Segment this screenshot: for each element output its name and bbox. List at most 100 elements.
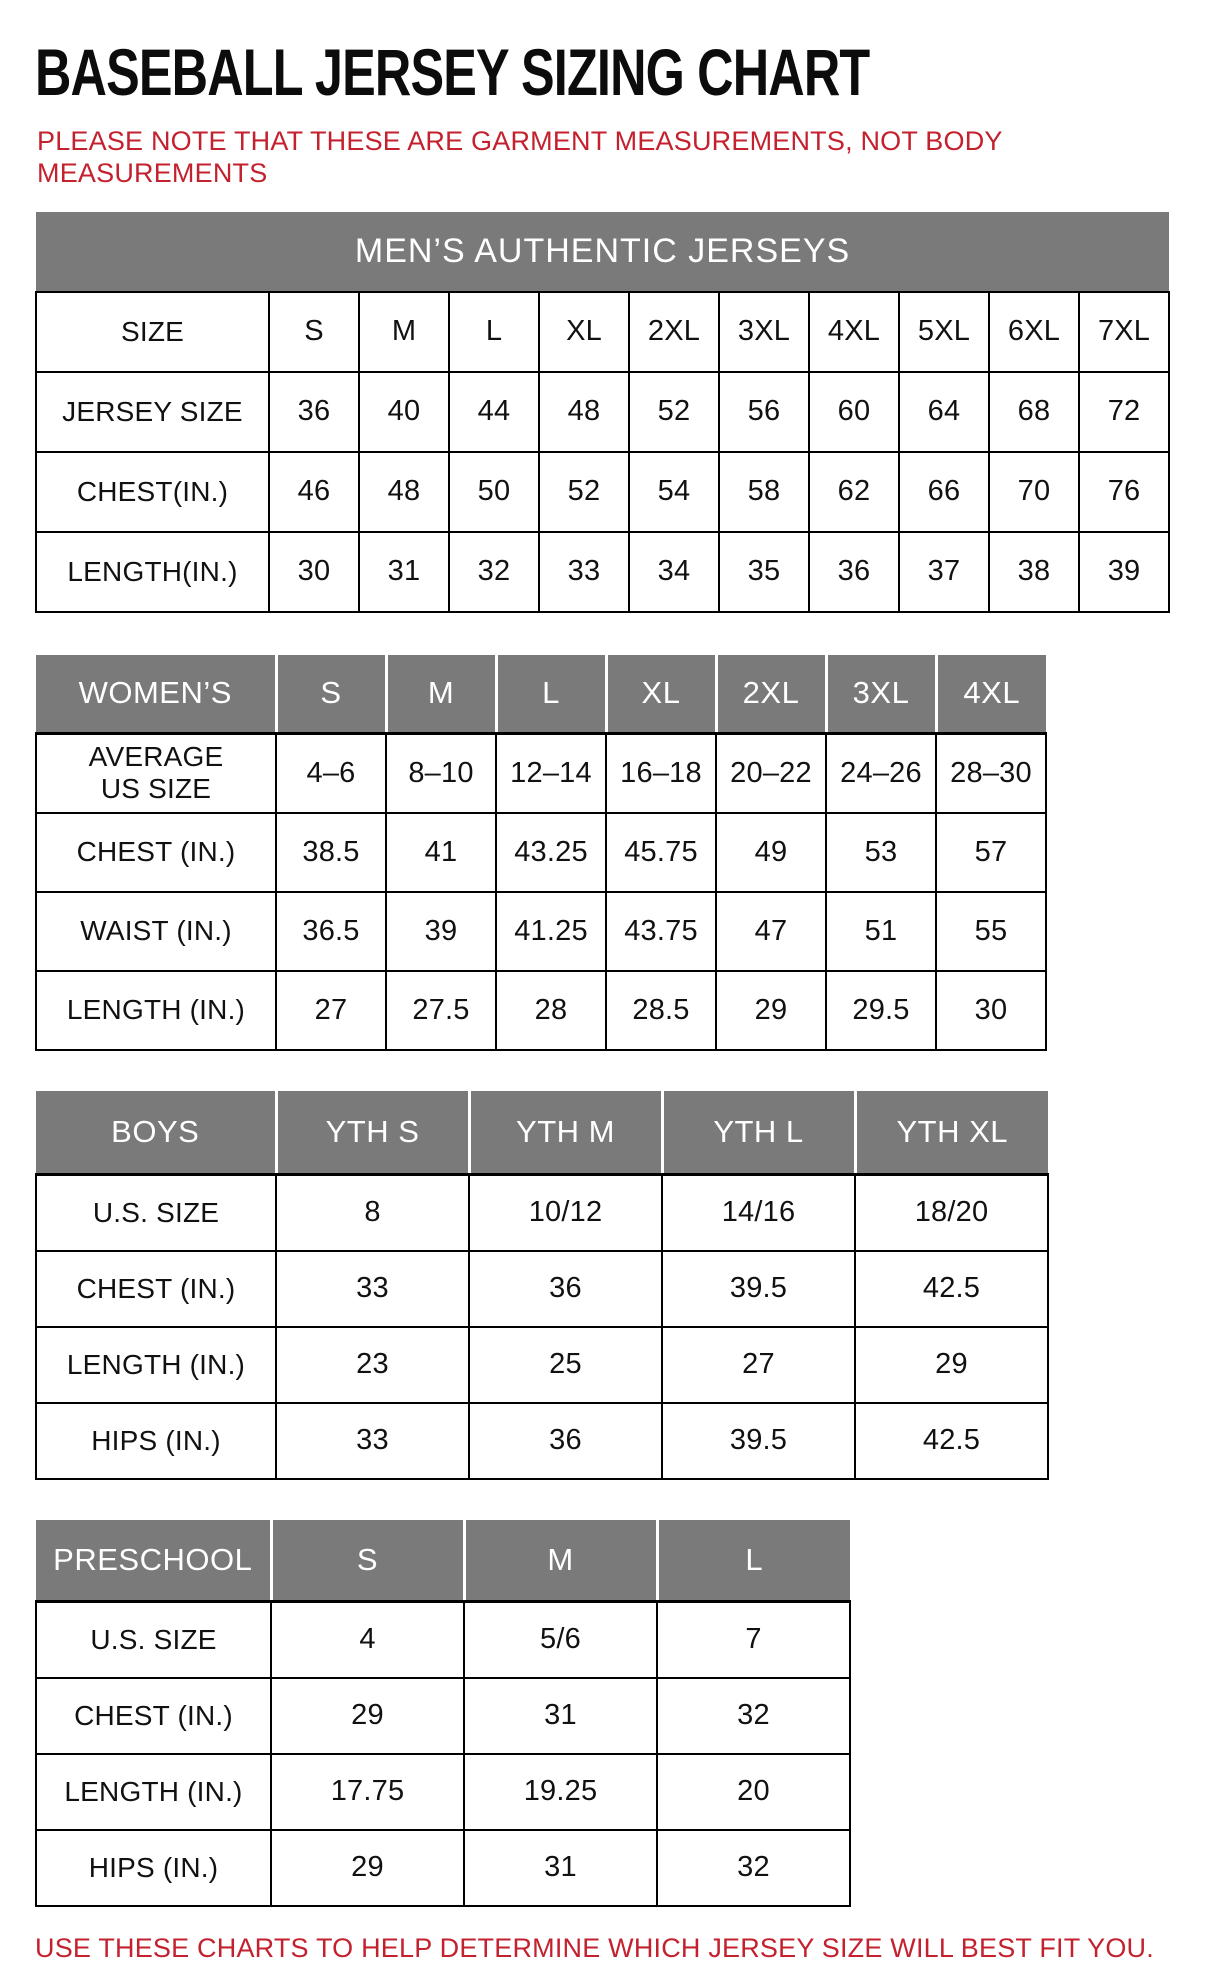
womens-column-header: XL <box>604 654 716 736</box>
boys-row-label: CHEST (IN.) <box>35 1249 277 1328</box>
mens-data-cell: 36 <box>808 530 900 613</box>
page-title-text: BASEBALL JERSEY SIZING CHART <box>35 35 870 110</box>
boys-column-header: YTH XL <box>853 1090 1048 1177</box>
womens-data-cell: 47 <box>715 890 827 972</box>
page-title: BASEBALL JERSEY SIZING CHART <box>35 35 1185 110</box>
womens-column-header: S <box>274 654 386 736</box>
boys-data-cell: 33 <box>275 1401 470 1480</box>
boys-data-cell: 8 <box>275 1173 470 1252</box>
womens-row-label: AVERAGE US SIZE <box>35 732 277 814</box>
mens-data-cell: 36 <box>268 370 360 453</box>
womens-data-cell: 29 <box>715 969 827 1051</box>
mens-table-row: CHEST(IN.) 46 48 50 52 54 58 62 66 70 76 <box>35 450 1171 533</box>
boys-data-cell: 39.5 <box>661 1401 856 1480</box>
mens-data-cell: 30 <box>268 530 360 613</box>
mens-data-cell: 33 <box>538 530 630 613</box>
preschool-data-cell: 31 <box>463 1828 658 1907</box>
boys-sizing-table: BOYS YTH S YTH M YTH L YTH XL U.S. SIZE 8 10/12… <box>35 1090 1049 1480</box>
boys-data-cell: 36 <box>468 1249 663 1328</box>
womens-data-cell: 29.5 <box>825 969 937 1051</box>
mens-row-label: SIZE <box>35 290 270 373</box>
mens-data-cell: 3XL <box>718 290 810 373</box>
mens-data-cell: 50 <box>448 450 540 533</box>
preschool-sizing-table: PRESCHOOL S M L U.S. SIZE 4 5/6 7 CHEST (IN.) 29 3… <box>35 1519 851 1907</box>
mens-data-cell: 5XL <box>898 290 990 373</box>
preschool-column-header: M <box>462 1519 657 1604</box>
womens-data-cell: 38.5 <box>275 811 387 893</box>
womens-data-cell: 53 <box>825 811 937 893</box>
preschool-data-cell: 31 <box>463 1676 658 1755</box>
mens-data-cell: 44 <box>448 370 540 453</box>
womens-data-cell: 20–22 <box>715 732 827 814</box>
preschool-row-label: U.S. SIZE <box>35 1600 272 1679</box>
boys-row-label: HIPS (IN.) <box>35 1401 277 1480</box>
womens-data-cell: 27 <box>275 969 387 1051</box>
boys-table-row: CHEST (IN.) 33 36 39.5 42.5 <box>35 1249 1049 1328</box>
boys-column-header: YTH M <box>467 1090 662 1177</box>
preschool-data-cell: 19.25 <box>463 1752 658 1831</box>
boys-row-label: LENGTH (IN.) <box>35 1325 277 1404</box>
mens-data-cell: 37 <box>898 530 990 613</box>
mens-data-cell: 46 <box>268 450 360 533</box>
mens-data-cell: 54 <box>628 450 720 533</box>
womens-column-header: L <box>494 654 606 736</box>
boys-data-cell: 42.5 <box>854 1249 1049 1328</box>
mens-data-cell: 72 <box>1077 370 1171 453</box>
womens-data-cell: 51 <box>825 890 937 972</box>
womens-row-label: LENGTH (IN.) <box>35 969 277 1051</box>
mens-table-row: LENGTH(IN.) 30 31 32 33 34 35 36 37 38 39 <box>35 530 1171 613</box>
mens-data-cell: 68 <box>988 370 1080 453</box>
preschool-data-cell: 29 <box>270 1828 465 1907</box>
womens-column-header: 3XL <box>824 654 936 736</box>
mens-data-cell: 2XL <box>628 290 720 373</box>
boys-table-title: BOYS <box>36 1090 276 1177</box>
preschool-row-label: HIPS (IN.) <box>35 1828 272 1907</box>
boys-data-cell: 23 <box>275 1325 470 1404</box>
mens-data-cell: 52 <box>538 450 630 533</box>
womens-table-row: LENGTH (IN.) 27 27.5 28 28.5 29 29.5 30 <box>35 969 1047 1051</box>
mens-data-cell: M <box>358 290 450 373</box>
preschool-table-row: HIPS (IN.) 29 31 32 <box>35 1828 851 1907</box>
garment-measurements-note: PLEASE NOTE THAT THESE ARE GARMENT MEASU… <box>37 126 1003 188</box>
womens-column-header: M <box>384 654 496 736</box>
womens-data-cell: 45.75 <box>605 811 717 893</box>
womens-header-row: WOMEN’S S M L XL 2XL 3XL 4XL <box>36 654 1046 736</box>
preschool-row-label: LENGTH (IN.) <box>35 1752 272 1831</box>
boys-table-row: HIPS (IN.) 33 36 39.5 42.5 <box>35 1401 1049 1480</box>
womens-data-cell: 24–26 <box>825 732 937 814</box>
mens-header-row: MEN’S AUTHENTIC JERSEYS <box>36 211 1170 293</box>
boys-data-cell: 25 <box>468 1325 663 1404</box>
womens-data-cell: 8–10 <box>385 732 497 814</box>
preschool-row-label: CHEST (IN.) <box>35 1676 272 1755</box>
preschool-table-row: LENGTH (IN.) 17.75 19.25 20 <box>35 1752 851 1831</box>
preschool-column-header: L <box>655 1519 850 1604</box>
preschool-table-row: U.S. SIZE 4 5/6 7 <box>35 1600 851 1679</box>
boys-data-cell: 10/12 <box>468 1173 663 1252</box>
mens-data-cell: 31 <box>358 530 450 613</box>
mens-table-row: SIZE S M L XL 2XL 3XL 4XL 5XL 6XL 7XL <box>35 290 1171 373</box>
boys-table-row: U.S. SIZE 8 10/12 14/16 18/20 <box>35 1173 1049 1252</box>
womens-table-row: WAIST (IN.) 36.5 39 41.25 43.75 47 51 55 <box>35 890 1047 972</box>
womens-data-cell: 28 <box>495 969 607 1051</box>
mens-data-cell: 56 <box>718 370 810 453</box>
mens-data-cell: 76 <box>1077 450 1171 533</box>
boys-data-cell: 36 <box>468 1401 663 1480</box>
preschool-data-cell: 32 <box>656 1828 851 1907</box>
boys-data-cell: 18/20 <box>854 1173 1049 1252</box>
mens-data-cell: 48 <box>358 450 450 533</box>
mens-data-cell: S <box>268 290 360 373</box>
boys-column-header: YTH S <box>274 1090 469 1177</box>
preschool-data-cell: 5/6 <box>463 1600 658 1679</box>
mens-data-cell: 48 <box>538 370 630 453</box>
footer-text: USE THESE CHARTS TO HELP DETERMINE WHICH… <box>35 1932 1154 1963</box>
boys-data-cell: 29 <box>854 1325 1049 1404</box>
womens-data-cell: 28.5 <box>605 969 717 1051</box>
mens-data-cell: 52 <box>628 370 720 453</box>
mens-data-cell: 62 <box>808 450 900 533</box>
mens-table-row: JERSEY SIZE 36 40 44 48 52 56 60 64 68 72 <box>35 370 1171 453</box>
mens-data-cell: L <box>448 290 540 373</box>
womens-data-cell: 43.75 <box>605 890 717 972</box>
mens-data-cell: 40 <box>358 370 450 453</box>
boys-row-label: U.S. SIZE <box>35 1173 277 1252</box>
mens-data-cell: 35 <box>718 530 810 613</box>
